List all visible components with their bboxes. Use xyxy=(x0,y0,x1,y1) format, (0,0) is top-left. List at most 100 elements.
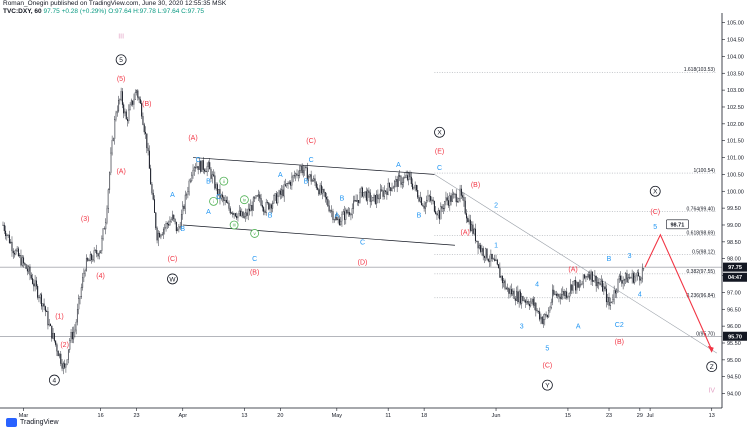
candle-body xyxy=(107,189,109,209)
candle-body xyxy=(496,259,498,265)
wave-label-circle xyxy=(229,220,239,230)
wave-label: (A) xyxy=(461,229,470,236)
candle-body xyxy=(392,186,394,189)
candle-body xyxy=(347,212,349,214)
candle-body xyxy=(300,166,302,171)
candle-body xyxy=(359,192,361,203)
candle-body xyxy=(67,349,69,360)
candle-body xyxy=(174,218,176,223)
wave-label-circle xyxy=(250,229,260,238)
wave-label: iv xyxy=(243,197,247,202)
price-tag-box xyxy=(723,262,747,272)
candle-body xyxy=(643,268,645,270)
candle-body xyxy=(581,283,583,286)
candle-body xyxy=(626,273,628,283)
candle-body xyxy=(254,197,256,199)
candle-body xyxy=(508,287,510,294)
candle-body xyxy=(266,202,268,203)
candle-body xyxy=(326,197,328,200)
candle-body xyxy=(495,259,497,262)
candle-body xyxy=(555,293,557,296)
candle-body xyxy=(24,262,26,265)
candle-body xyxy=(320,185,322,194)
wave-label-circle xyxy=(167,273,178,285)
candle-body xyxy=(34,280,36,287)
wave-label: ii xyxy=(223,179,225,184)
candle-body xyxy=(350,214,352,216)
candle-body xyxy=(322,189,324,194)
candle-body xyxy=(525,300,527,303)
wave-label: X xyxy=(653,189,658,196)
candle-body xyxy=(313,178,315,181)
candle-body xyxy=(457,201,459,203)
candle-body xyxy=(15,250,17,255)
wave-label-circle xyxy=(209,196,218,206)
candle-body xyxy=(223,197,225,201)
candle-body xyxy=(553,289,555,295)
candle-body xyxy=(573,280,575,282)
candle-body xyxy=(52,333,54,339)
candle-body xyxy=(346,209,348,214)
wave-label: C xyxy=(437,165,442,172)
candle-body xyxy=(329,210,331,212)
wave-label: A xyxy=(396,162,401,169)
candle-body xyxy=(514,298,516,301)
candle-body xyxy=(544,314,546,320)
candle-body xyxy=(215,184,217,189)
wave-label-circle xyxy=(219,176,229,186)
candle-body xyxy=(183,205,185,209)
candle-body xyxy=(295,173,297,177)
candle-body xyxy=(418,197,420,202)
candle-body xyxy=(133,99,135,105)
candle-body xyxy=(318,189,320,195)
candle-body xyxy=(128,109,130,122)
candle-body xyxy=(214,175,216,189)
candle-body xyxy=(195,167,197,169)
candle-body xyxy=(490,253,492,262)
candle-body xyxy=(7,234,9,236)
candle-body xyxy=(147,147,149,152)
wave-label: (A) xyxy=(568,266,577,273)
candle-body xyxy=(432,199,434,202)
candle-body xyxy=(599,283,601,285)
candle-body xyxy=(387,182,389,195)
wave-label: (3) xyxy=(81,216,90,223)
time-tick-label: 23 xyxy=(133,413,139,419)
candle-body xyxy=(273,195,275,204)
candle-body xyxy=(548,310,550,318)
candle-body xyxy=(142,116,144,125)
candle-body xyxy=(603,286,605,292)
channel-line xyxy=(182,224,455,246)
wave-label: W xyxy=(169,276,176,283)
candle-body xyxy=(270,204,272,209)
candle-body xyxy=(317,187,319,190)
candle-body xyxy=(84,270,86,274)
wave-label: B xyxy=(417,212,422,219)
candle-body xyxy=(157,233,159,241)
candle-body xyxy=(249,208,251,212)
candle-body xyxy=(17,248,19,257)
wave-label: (A) xyxy=(188,135,197,142)
candle-body xyxy=(559,296,561,299)
candle-body xyxy=(340,220,342,226)
candle-body xyxy=(505,288,507,290)
candle-body xyxy=(489,260,491,262)
candle-body xyxy=(539,311,541,320)
candle-body xyxy=(19,255,21,257)
projection-path xyxy=(644,233,713,350)
candle-body xyxy=(260,198,262,206)
candle-body xyxy=(231,212,233,214)
candle-body xyxy=(586,276,588,278)
candle-body xyxy=(246,212,248,216)
candle-body xyxy=(3,224,5,232)
candle-body xyxy=(465,213,467,219)
candle-body xyxy=(481,248,483,252)
candle-body xyxy=(44,306,46,312)
candle-body xyxy=(428,195,430,197)
wave-label-circle xyxy=(48,374,60,386)
candle-body xyxy=(558,294,560,298)
candle-body xyxy=(198,161,200,170)
fib-level-label: 0(95.70) xyxy=(696,331,715,337)
price-tick-label: 99.50 xyxy=(727,206,741,212)
